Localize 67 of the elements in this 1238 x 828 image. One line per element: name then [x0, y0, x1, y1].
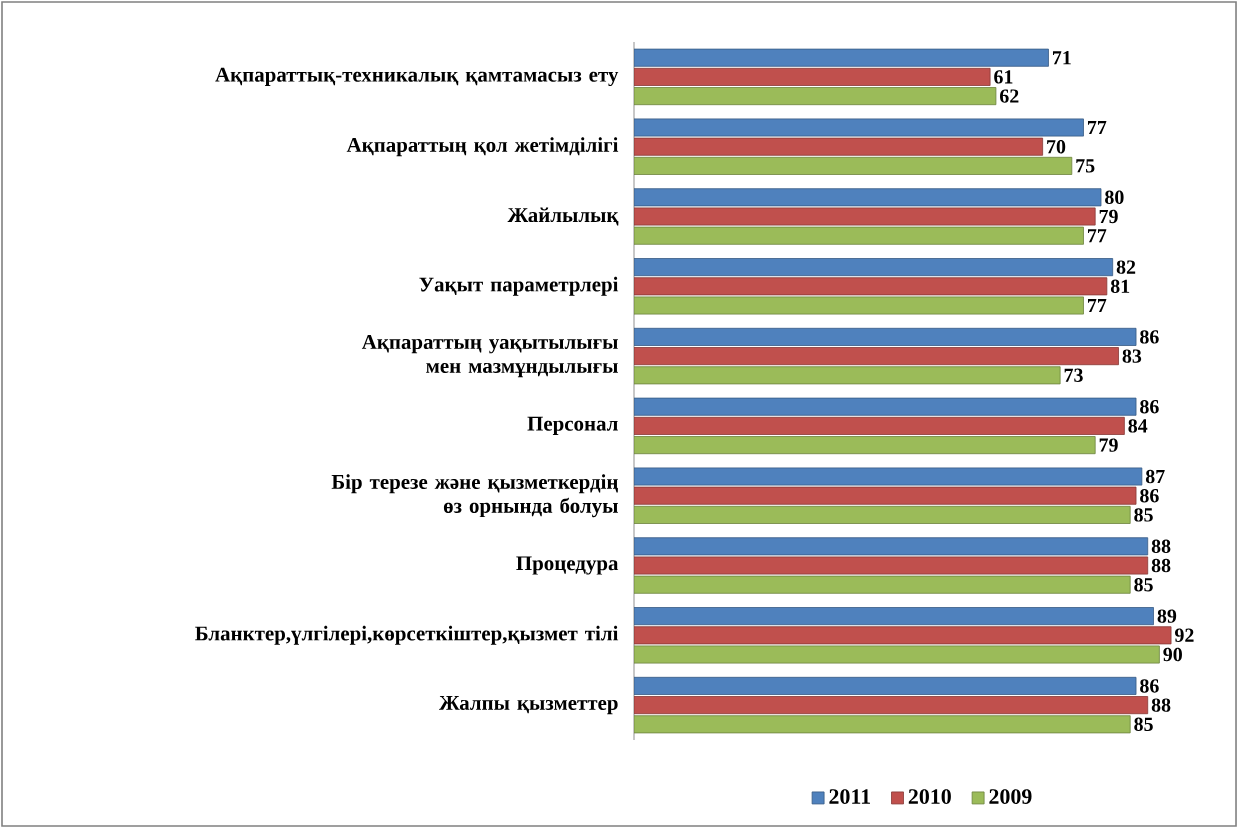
y-tick-label: Ақпараттық-техникалық қамтамасыз ету: [215, 67, 619, 87]
data-label: 77: [1088, 229, 1107, 243]
bar: [634, 48, 1049, 67]
data-label: 77: [1088, 120, 1107, 135]
bar: [634, 626, 1172, 645]
data-label: 89: [1157, 609, 1177, 623]
bar: [634, 436, 1096, 455]
y-tick-label: Жайлылық: [507, 207, 619, 226]
data-label: 81: [1110, 279, 1130, 294]
data-label: 86: [1140, 679, 1159, 693]
data-label: 79: [1099, 209, 1118, 224]
bar: [634, 416, 1125, 435]
bar: [634, 327, 1137, 346]
data-label: 80: [1105, 190, 1124, 205]
bar: [634, 156, 1073, 175]
y-tick-label: Уақыт параметрлері: [419, 276, 619, 296]
data-label: 87: [1145, 469, 1165, 484]
data-label: 86: [1140, 330, 1159, 344]
bar: [634, 137, 1044, 156]
bar: [634, 226, 1084, 245]
data-label: 62: [1000, 89, 1019, 103]
legend-label: 2011: [829, 789, 870, 804]
bar: [634, 486, 1137, 505]
y-tick-label: Бланктер,үлгілері,көрсеткіштер,қызмет тілі: [195, 625, 619, 645]
data-label: 71: [1052, 51, 1071, 65]
y-tick-label: Ақпараттың уақытылығы мен мазмұндылығы: [361, 335, 618, 378]
bar: [634, 715, 1131, 734]
bar: [634, 397, 1137, 416]
y-tick-label: Бір терезе және қызметкердің өз орнында болуы: [331, 474, 618, 518]
bar: [634, 607, 1154, 626]
y-tick-label: Персонал: [527, 416, 618, 435]
data-label: 85: [1134, 508, 1153, 522]
data-label: 85: [1134, 717, 1153, 732]
data-label: 84: [1128, 419, 1148, 433]
data-label: 90: [1163, 647, 1182, 662]
data-label: 77: [1088, 298, 1107, 313]
bar: [634, 696, 1149, 715]
y-tick-label: Ақпараттың қол жетімділігі: [346, 137, 619, 157]
data-label: 88: [1151, 539, 1171, 554]
data-label: 86: [1140, 399, 1159, 414]
bar: [634, 366, 1061, 385]
data-label: 79: [1099, 438, 1118, 452]
bar: [634, 188, 1102, 207]
bar: [634, 575, 1131, 594]
bar: [634, 505, 1131, 524]
bar: [634, 676, 1137, 695]
bar: [634, 277, 1108, 296]
data-label: 83: [1122, 349, 1142, 363]
data-label: 82: [1116, 260, 1136, 274]
data-label: 70: [1047, 139, 1066, 154]
legend-label: 2010: [908, 789, 951, 804]
bar: [634, 87, 997, 106]
data-label: 88: [1151, 558, 1171, 573]
data-label: 92: [1174, 628, 1194, 642]
data-label: 88: [1151, 698, 1171, 712]
y-tick-label: Процедура: [516, 556, 619, 575]
data-label: 73: [1064, 368, 1083, 382]
data-label: 85: [1134, 577, 1153, 592]
bar: [634, 347, 1119, 366]
data-label: 75: [1076, 159, 1095, 173]
data-label: 61: [994, 70, 1013, 84]
legend-label: 2009: [989, 789, 1032, 804]
bar: [634, 258, 1114, 277]
y-tick-label: Жалпы қызметтер: [439, 696, 618, 715]
bar: [634, 67, 991, 86]
data-label: 86: [1140, 488, 1159, 503]
bar: [634, 537, 1149, 556]
